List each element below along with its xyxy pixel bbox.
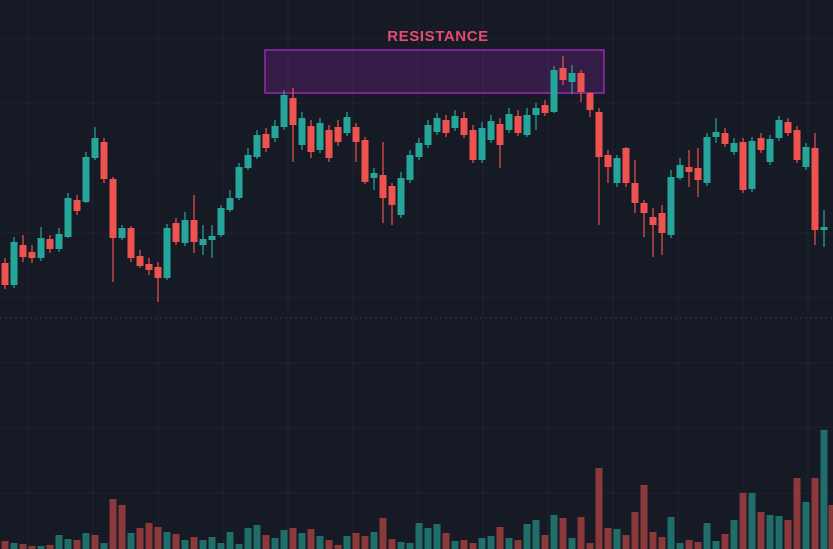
annotations-layer bbox=[0, 49, 833, 319]
candles bbox=[1, 56, 828, 302]
resistance-label: RESISTANCE bbox=[387, 28, 489, 45]
volume-bars bbox=[1, 430, 833, 549]
resistance-zone bbox=[264, 49, 605, 94]
